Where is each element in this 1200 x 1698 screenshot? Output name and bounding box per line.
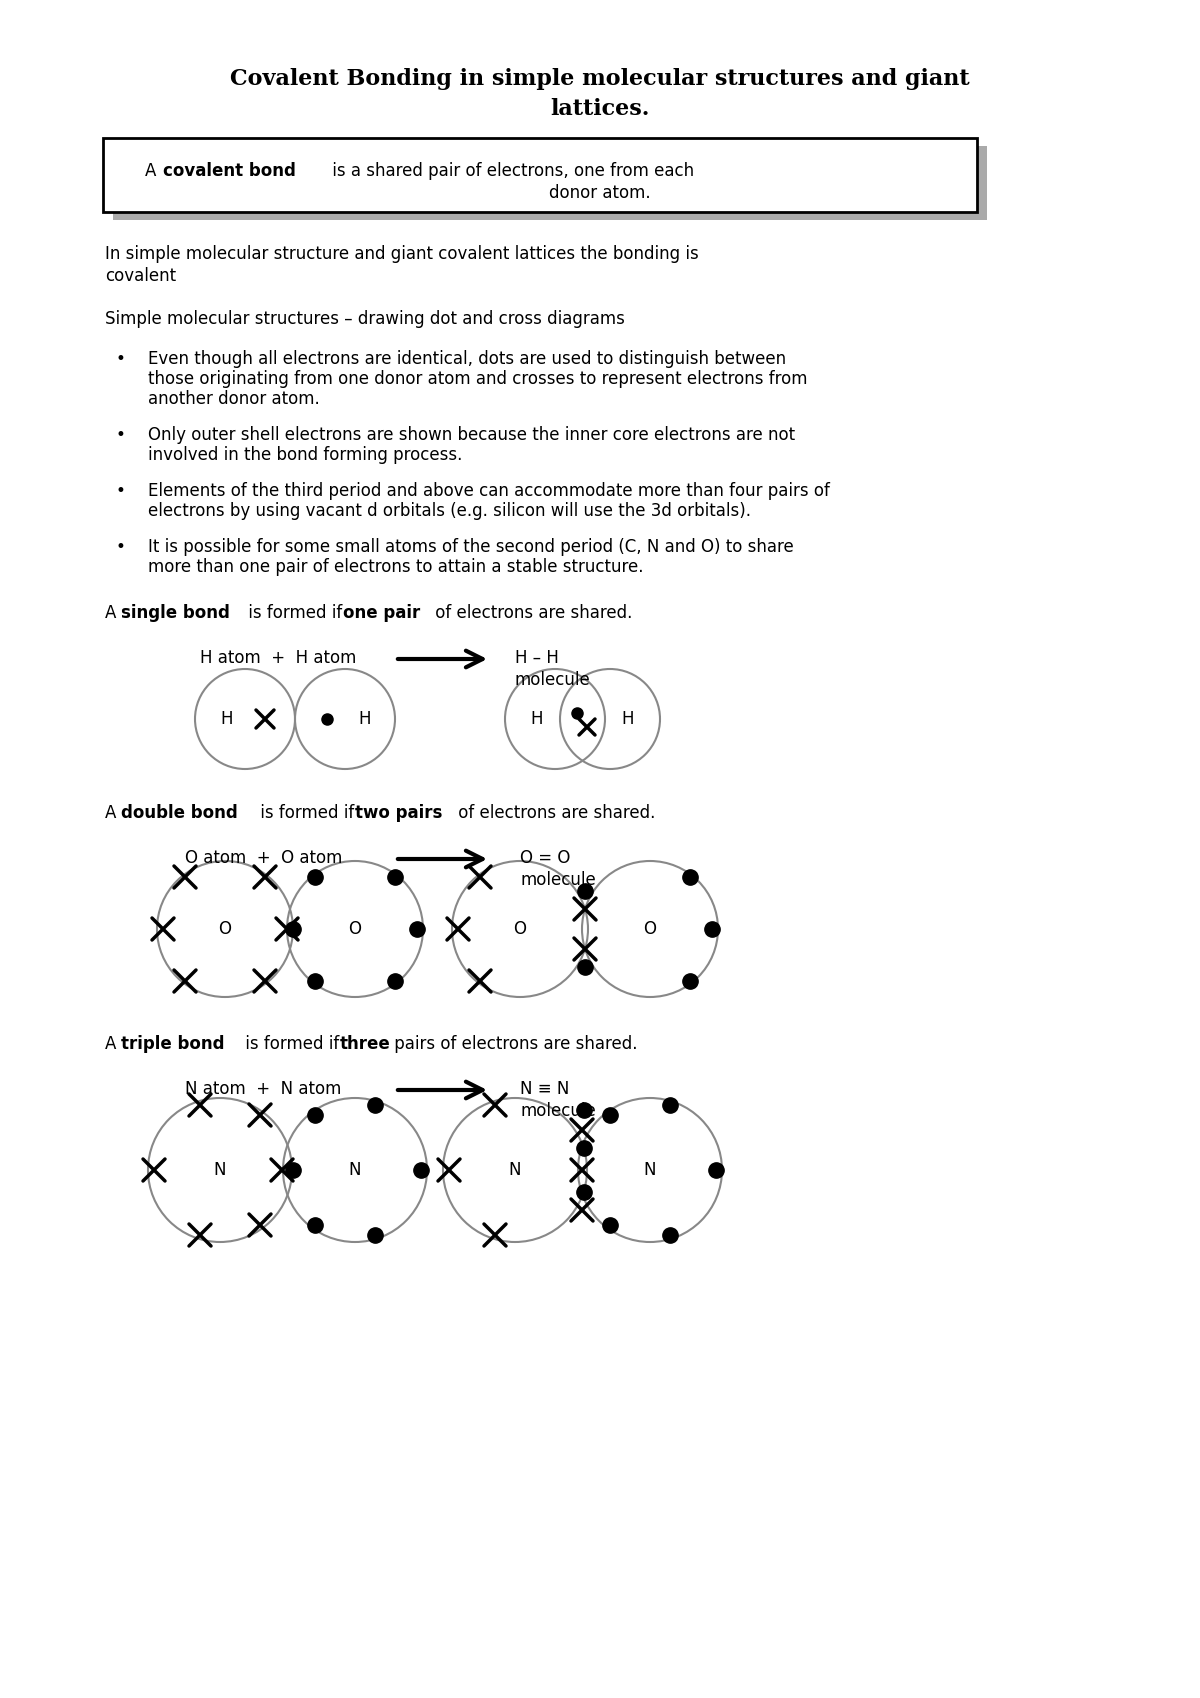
Text: Elements of the third period and above can accommodate more than four pairs of: Elements of the third period and above c…	[148, 482, 830, 499]
Text: O: O	[643, 920, 656, 937]
Text: more than one pair of electrons to attain a stable structure.: more than one pair of electrons to attai…	[148, 559, 643, 576]
Text: •: •	[115, 538, 125, 555]
Text: •: •	[115, 350, 125, 368]
Text: covalent: covalent	[106, 267, 176, 285]
Text: one pair: one pair	[343, 604, 420, 621]
Text: another donor atom.: another donor atom.	[148, 391, 319, 408]
Text: involved in the bond forming process.: involved in the bond forming process.	[148, 447, 462, 464]
Text: O: O	[218, 920, 232, 937]
Text: molecule: molecule	[515, 671, 590, 689]
Text: molecule: molecule	[520, 1102, 595, 1121]
Text: H: H	[530, 710, 544, 728]
Text: Even though all electrons are identical, dots are used to distinguish between: Even though all electrons are identical,…	[148, 350, 786, 368]
Text: H: H	[622, 710, 635, 728]
Text: N: N	[643, 1161, 656, 1178]
Text: •: •	[115, 426, 125, 443]
Text: Only outer shell electrons are shown because the inner core electrons are not: Only outer shell electrons are shown bec…	[148, 426, 796, 443]
Text: A: A	[106, 803, 121, 822]
FancyBboxPatch shape	[113, 146, 986, 221]
Text: N: N	[509, 1161, 521, 1178]
Text: •: •	[115, 482, 125, 499]
Text: double bond: double bond	[121, 803, 238, 822]
Text: N atom  +  N atom: N atom + N atom	[185, 1080, 341, 1099]
Text: Simple molecular structures – drawing dot and cross diagrams: Simple molecular structures – drawing do…	[106, 311, 625, 328]
Text: O = O: O = O	[520, 849, 570, 868]
Text: A: A	[106, 1036, 121, 1053]
Text: molecule: molecule	[520, 871, 595, 890]
Text: covalent bond: covalent bond	[163, 161, 296, 180]
Text: single bond: single bond	[121, 604, 230, 621]
Text: of electrons are shared.: of electrons are shared.	[430, 604, 632, 621]
Text: pairs of electrons are shared.: pairs of electrons are shared.	[389, 1036, 637, 1053]
Text: two pairs: two pairs	[355, 803, 443, 822]
Text: H atom  +  H atom: H atom + H atom	[200, 649, 356, 667]
Text: O: O	[348, 920, 361, 937]
Text: N: N	[214, 1161, 227, 1178]
Text: Covalent Bonding in simple molecular structures and giant: Covalent Bonding in simple molecular str…	[230, 68, 970, 90]
Text: is formed if: is formed if	[256, 803, 360, 822]
Text: donor atom.: donor atom.	[550, 183, 650, 202]
Text: triple bond: triple bond	[121, 1036, 224, 1053]
Text: H: H	[359, 710, 371, 728]
Text: N: N	[349, 1161, 361, 1178]
Text: electrons by using vacant d orbitals (e.g. silicon will use the 3d orbitals).: electrons by using vacant d orbitals (e.…	[148, 503, 751, 520]
Text: is formed if: is formed if	[240, 1036, 344, 1053]
FancyBboxPatch shape	[103, 138, 977, 212]
Text: is formed if: is formed if	[242, 604, 348, 621]
Text: In simple molecular structure and giant covalent lattices the bonding is: In simple molecular structure and giant …	[106, 245, 698, 263]
Text: is a shared pair of electrons, one from each: is a shared pair of electrons, one from …	[326, 161, 694, 180]
Text: those originating from one donor atom and crosses to represent electrons from: those originating from one donor atom an…	[148, 370, 808, 389]
Text: three: three	[340, 1036, 391, 1053]
Text: H: H	[221, 710, 233, 728]
Text: of electrons are shared.: of electrons are shared.	[454, 803, 655, 822]
Text: O atom  +  O atom: O atom + O atom	[185, 849, 342, 868]
Text: O: O	[514, 920, 527, 937]
Text: lattices.: lattices.	[551, 98, 649, 121]
Text: It is possible for some small atoms of the second period (C, N and O) to share: It is possible for some small atoms of t…	[148, 538, 793, 555]
Text: A: A	[106, 604, 121, 621]
Text: H – H: H – H	[515, 649, 559, 667]
Text: N ≡ N: N ≡ N	[520, 1080, 569, 1099]
Text: A: A	[145, 161, 162, 180]
